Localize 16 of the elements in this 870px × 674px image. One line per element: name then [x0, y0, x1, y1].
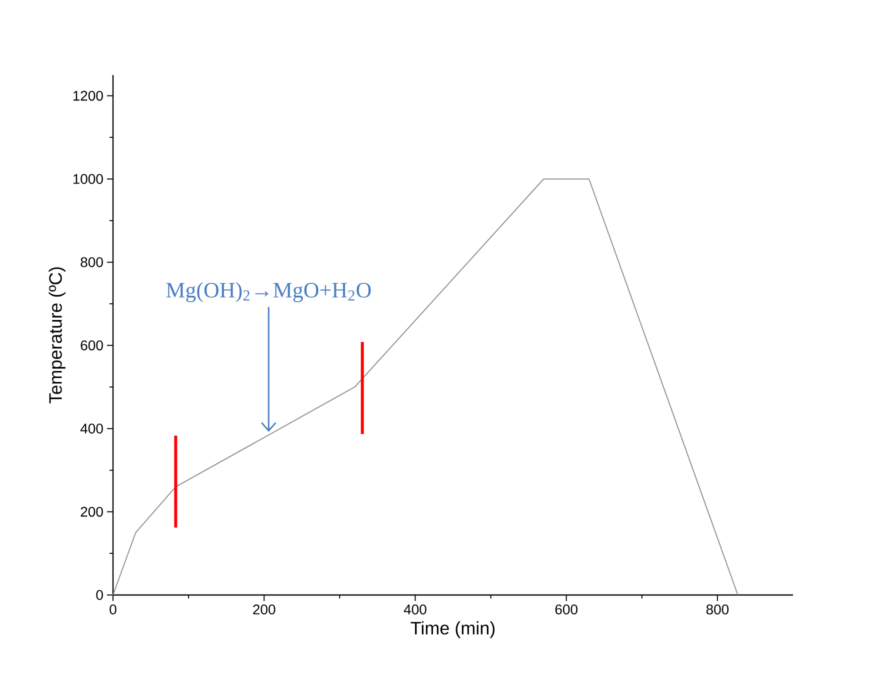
- x-tick-label: 600: [555, 604, 578, 614]
- x-tick-label: 200: [253, 604, 276, 614]
- x-tick-label: 800: [706, 604, 729, 614]
- y-tick-label: 400: [80, 424, 103, 434]
- x-tick-label: 0: [110, 604, 116, 614]
- line-series: [112, 178, 738, 596]
- annotation: Mg(OH)$_{2}$→MgO+H$_{2}$O: [166, 282, 371, 302]
- y-axis-title: Temperature (ºC): [48, 267, 66, 404]
- y-tick-label: 800: [80, 257, 103, 268]
- y-tick-label: 1200: [73, 90, 103, 101]
- y-tick-label: 200: [80, 506, 103, 517]
- x-tick-label: 400: [404, 604, 426, 614]
- x-axis-title: Time (min): [410, 621, 495, 638]
- y-tick-label: 1000: [73, 174, 103, 184]
- y-tick-label: 0: [96, 590, 103, 600]
- y-tick-label: 600: [80, 340, 103, 350]
